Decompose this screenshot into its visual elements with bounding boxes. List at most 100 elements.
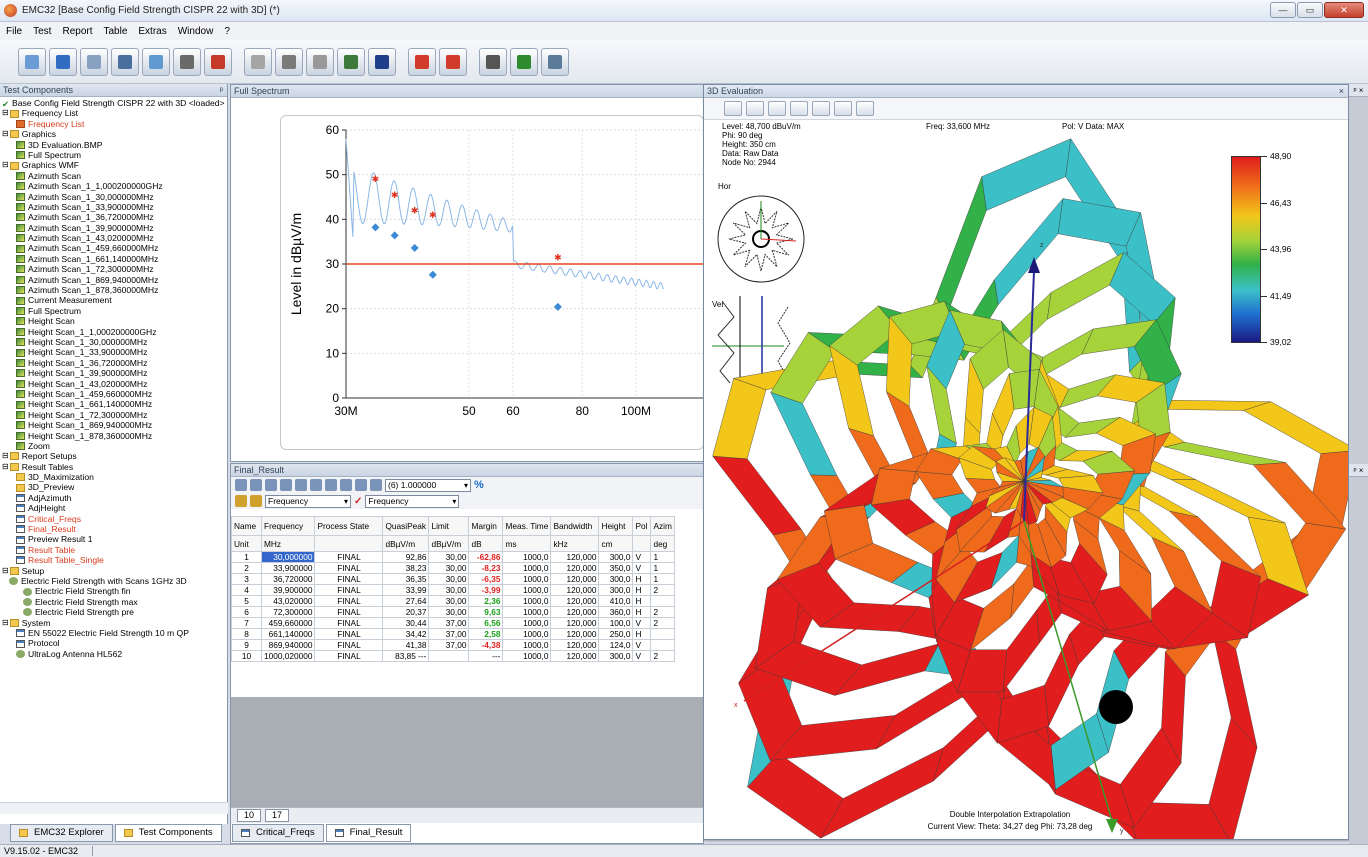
- table-cell[interactable]: Meas. Time: [502, 516, 552, 536]
- table-cell[interactable]: 2: [650, 617, 675, 629]
- expand-toggle-icon[interactable]: ⊟: [2, 565, 9, 575]
- tree-node[interactable]: ⊟ Frequency List: [2, 108, 227, 118]
- save-icon[interactable]: [250, 479, 262, 491]
- menu-item[interactable]: Window: [177, 25, 214, 37]
- table-cell[interactable]: 37,00: [428, 639, 470, 651]
- table-cell[interactable]: 7: [231, 617, 262, 629]
- pin-icon[interactable]: ᵖ ×: [1349, 84, 1368, 97]
- table-cell[interactable]: ms: [502, 535, 552, 552]
- copy-icon[interactable]: [295, 479, 307, 491]
- table-cell[interactable]: 6,56: [468, 617, 504, 629]
- table-cell[interactable]: Height: [598, 516, 634, 536]
- table-cell[interactable]: H: [632, 584, 652, 596]
- tree-node[interactable]: ✔ Base Config Field Strength CISPR 22 wit…: [2, 98, 227, 109]
- device-icon[interactable]: [510, 47, 538, 76]
- cut-icon[interactable]: [280, 479, 292, 491]
- pin-icon[interactable]: ᵖ ×: [1349, 464, 1368, 477]
- table-cell[interactable]: 350,0: [598, 562, 634, 574]
- table-cell[interactable]: 120,000: [550, 639, 600, 651]
- menu-item[interactable]: File: [6, 25, 23, 37]
- table-cell[interactable]: -8,23: [468, 562, 504, 574]
- table-cell[interactable]: -4,38: [468, 639, 504, 651]
- tree-node[interactable]: Azimuth Scan_1_878,360000MHz: [2, 285, 227, 295]
- new-icon[interactable]: [235, 479, 247, 491]
- tree-node[interactable]: Height Scan_1_869,940000MHz: [2, 420, 227, 430]
- tree-node[interactable]: Frequency List: [2, 119, 227, 129]
- tree-node[interactable]: Azimuth Scan: [2, 171, 227, 181]
- tree-node[interactable]: ⊟ Result Tables: [2, 462, 227, 472]
- table-cell[interactable]: V: [632, 617, 652, 629]
- table-cell[interactable]: 1000,0: [502, 584, 552, 596]
- expand-toggle-icon[interactable]: ⊟: [2, 108, 9, 118]
- pdf-icon[interactable]: [204, 47, 232, 76]
- table-cell[interactable]: FINAL: [314, 551, 384, 563]
- table-cell[interactable]: 120,000: [550, 584, 600, 596]
- tab-emc32-explorer[interactable]: EMC32 Explorer: [10, 824, 113, 842]
- expand-toggle-icon[interactable]: ⊟: [2, 461, 9, 471]
- tree-node[interactable]: Full Spectrum: [2, 150, 227, 160]
- copy-icon[interactable]: [724, 101, 742, 116]
- menu-item[interactable]: Report: [62, 25, 93, 37]
- table-cell[interactable]: 410,0: [598, 595, 634, 607]
- replace-icon[interactable]: [340, 479, 352, 491]
- tree-node[interactable]: Height Scan_1_43,020000MHz: [2, 379, 227, 389]
- chart-icon[interactable]: [49, 47, 77, 76]
- tree-node[interactable]: AdjAzimuth: [2, 493, 227, 503]
- table-cell[interactable]: FINAL: [314, 562, 384, 574]
- table-cell[interactable]: Unit: [231, 535, 262, 552]
- table-cell[interactable]: 1: [650, 562, 675, 574]
- table-row[interactable]: Name Frequency Process State QuasiPeak Limit…: [231, 516, 675, 536]
- table-cell[interactable]: dBµV/m: [428, 535, 470, 552]
- tab-final-result[interactable]: Final_Result: [325, 824, 412, 842]
- table-cell[interactable]: 10: [231, 650, 262, 662]
- table-cell[interactable]: Name: [231, 516, 262, 536]
- table-cell[interactable]: 1000,0: [502, 551, 552, 563]
- table-cell[interactable]: cm: [598, 535, 634, 552]
- table-row[interactable]: 10 1000,020000 FINAL 83,85 --- --- 1000,0 120,…: [231, 650, 675, 662]
- tree-node[interactable]: 3D_Maximization: [2, 472, 227, 482]
- tree-node[interactable]: Result Table_Single: [2, 555, 227, 565]
- tree-node[interactable]: Height Scan_1_459,660000MHz: [2, 389, 227, 399]
- table-cell[interactable]: dBµV/m: [382, 535, 430, 552]
- table-cell[interactable]: 120,000: [550, 551, 600, 563]
- close-icon[interactable]: ×: [1338, 86, 1344, 96]
- table-cell[interactable]: 661,140000: [260, 628, 316, 640]
- tree-node[interactable]: Azimuth Scan_1_43,020000MHz: [2, 233, 227, 243]
- tree-node[interactable]: Height Scan: [2, 316, 227, 326]
- tree-node[interactable]: Height Scan_1_36,720000MHz: [2, 358, 227, 368]
- tree-node[interactable]: 3D_Preview: [2, 482, 227, 492]
- table-cell[interactable]: 39,900000: [260, 584, 316, 596]
- table-cell[interactable]: Frequency: [260, 516, 316, 536]
- tree-node[interactable]: Azimuth Scan_1_72,300000MHz: [2, 264, 227, 274]
- table-cell[interactable]: Azim: [650, 516, 675, 536]
- scale-combo[interactable]: (6) 1.000000: [385, 478, 471, 492]
- paste-icon[interactable]: [310, 479, 322, 491]
- table-cell[interactable]: FINAL: [314, 606, 384, 618]
- table-cell[interactable]: 38,23: [382, 562, 430, 574]
- table-cell[interactable]: 1000,020000: [260, 650, 316, 662]
- result-table[interactable]: Name Frequency Process State QuasiPeak Limit…: [231, 516, 675, 662]
- monitor-icon[interactable]: [337, 47, 365, 76]
- insert-row-icon[interactable]: [355, 479, 367, 491]
- table-cell[interactable]: 9: [231, 639, 262, 651]
- table-row[interactable]: 5 43,020000 FINAL 27,64 30,00 2,36 1000,0 120,0…: [231, 595, 675, 607]
- table-cell[interactable]: 33,900000: [260, 562, 316, 574]
- tree-node[interactable]: Protocol: [2, 638, 227, 648]
- tree-node[interactable]: Azimuth Scan_1_1,000200000GHz: [2, 181, 227, 191]
- antenna-icon[interactable]: [541, 47, 569, 76]
- tree-node[interactable]: EN 55022 Electric Field Strength 10 m QP: [2, 628, 227, 638]
- tree-node[interactable]: Electric Field Strength pre: [2, 607, 227, 617]
- tree-node[interactable]: Height Scan_1_72,300000MHz: [2, 410, 227, 420]
- sort-asc-icon[interactable]: [235, 495, 247, 507]
- table-cell[interactable]: 1: [650, 551, 675, 563]
- menu-item[interactable]: Test: [33, 25, 52, 37]
- table-cell[interactable]: Pol: [632, 516, 652, 536]
- table-cell[interactable]: 300,0: [598, 551, 634, 563]
- table-cell[interactable]: 9,63: [468, 606, 504, 618]
- tree-node[interactable]: ⊟ Graphics WMF: [2, 160, 227, 170]
- tree-node[interactable]: Electric Field Strength with Scans 1GHz …: [2, 576, 227, 586]
- tree-node[interactable]: ⊟ Graphics: [2, 129, 227, 139]
- table-row[interactable]: 4 39,900000 FINAL 33,99 30,00 -3,99 1000,0 120,…: [231, 584, 675, 596]
- tree-node[interactable]: Height Scan_1_33,900000MHz: [2, 347, 227, 357]
- expand-toggle-icon[interactable]: ⊟: [2, 160, 9, 170]
